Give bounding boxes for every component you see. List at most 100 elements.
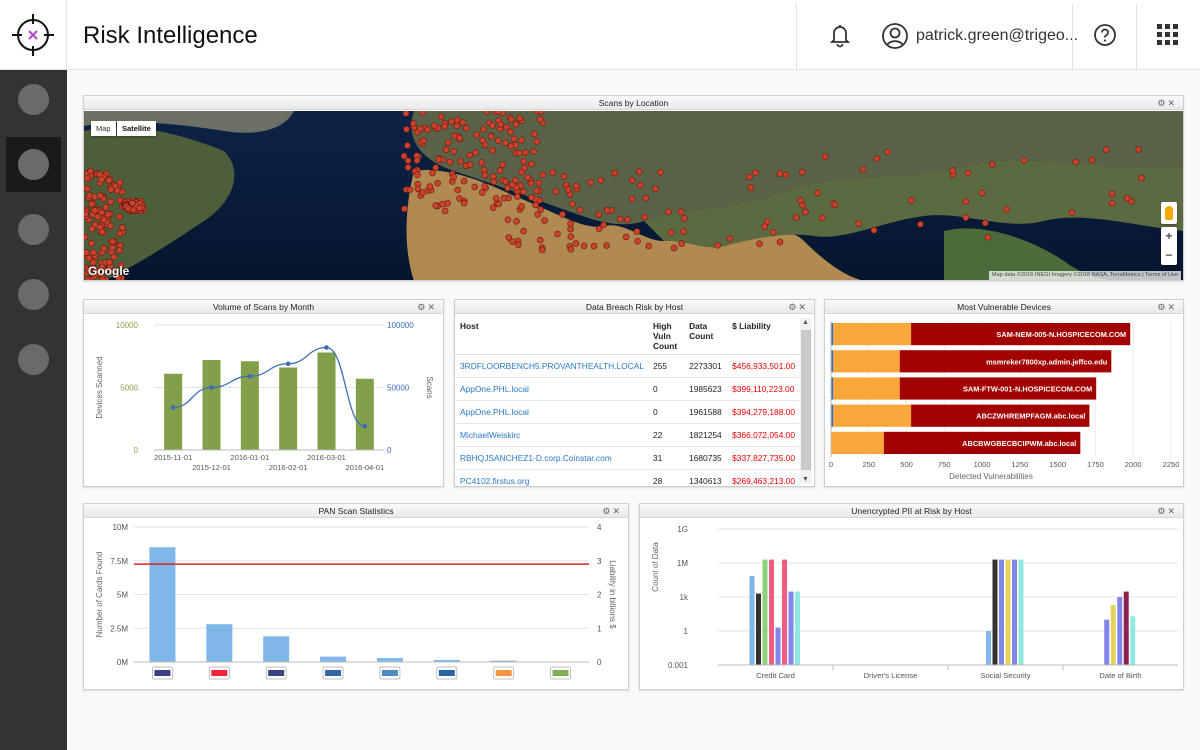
- scan-marker[interactable]: [855, 220, 862, 227]
- scan-marker[interactable]: [503, 123, 510, 131]
- scan-marker[interactable]: [106, 258, 113, 266]
- scan-marker[interactable]: [769, 229, 777, 236]
- bar[interactable]: [317, 352, 336, 451]
- scan-marker[interactable]: [645, 242, 653, 250]
- scan-marker[interactable]: [536, 236, 544, 244]
- scan-marker[interactable]: [532, 201, 539, 209]
- gear-close-icons[interactable]: ⚙✕: [417, 302, 437, 312]
- scan-marker[interactable]: [434, 179, 441, 187]
- gear-close-icons[interactable]: ⚙✕: [1157, 98, 1177, 108]
- scan-marker[interactable]: [908, 197, 915, 204]
- scan-marker[interactable]: [524, 174, 531, 181]
- scan-marker[interactable]: [528, 194, 535, 201]
- scan-marker[interactable]: [402, 111, 410, 117]
- scan-marker[interactable]: [105, 177, 113, 184]
- scan-marker[interactable]: [494, 111, 501, 115]
- scan-marker[interactable]: [595, 211, 603, 218]
- scan-marker[interactable]: [414, 185, 422, 193]
- scan-marker[interactable]: [489, 173, 497, 180]
- scan-marker[interactable]: [537, 206, 545, 213]
- bar[interactable]: [206, 624, 233, 662]
- scan-marker[interactable]: [460, 199, 468, 207]
- table-row[interactable]: AppOne.PHL.local 0 1985623 $399,110,223.00: [455, 377, 799, 401]
- scan-marker[interactable]: [573, 182, 580, 190]
- scan-marker[interactable]: [439, 200, 446, 208]
- scan-marker[interactable]: [678, 240, 685, 247]
- scan-marker[interactable]: [136, 204, 143, 212]
- scan-marker[interactable]: [100, 216, 108, 224]
- scan-marker[interactable]: [514, 193, 521, 200]
- scan-marker[interactable]: [962, 198, 970, 205]
- scan-marker[interactable]: [454, 186, 462, 194]
- map-type-satellite-button[interactable]: Satellite: [117, 121, 156, 136]
- scan-marker[interactable]: [507, 116, 515, 123]
- scan-marker[interactable]: [515, 149, 523, 157]
- scan-marker[interactable]: [107, 198, 115, 206]
- gear-close-icons[interactable]: ⚙✕: [602, 506, 622, 516]
- bar[interactable]: [1104, 619, 1110, 665]
- scan-marker[interactable]: [404, 142, 411, 149]
- scan-marker[interactable]: [964, 169, 972, 177]
- sidebar-item-2[interactable]: [6, 137, 61, 192]
- scan-marker[interactable]: [496, 167, 504, 174]
- cell-host[interactable]: PC4102.firstus.org: [455, 469, 648, 486]
- scan-marker[interactable]: [600, 221, 607, 229]
- line-point[interactable]: [247, 373, 253, 379]
- scan-marker[interactable]: [597, 177, 605, 184]
- bar[interactable]: [1018, 559, 1024, 665]
- scan-marker[interactable]: [84, 233, 89, 241]
- scan-marker[interactable]: [112, 268, 119, 275]
- scan-marker[interactable]: [456, 134, 464, 142]
- bar-segment[interactable]: [833, 323, 912, 346]
- scan-marker[interactable]: [567, 233, 575, 240]
- scan-marker[interactable]: [519, 188, 527, 195]
- scan-marker[interactable]: [108, 244, 116, 251]
- scan-marker[interactable]: [502, 178, 509, 185]
- street-view-pegman-icon[interactable]: [1161, 202, 1177, 224]
- bar[interactable]: [320, 656, 347, 662]
- scan-marker[interactable]: [478, 189, 486, 196]
- sidebar-item-3[interactable]: [6, 202, 61, 257]
- scan-marker[interactable]: [87, 167, 94, 175]
- user-email[interactable]: patrick.green@trigeo...: [916, 27, 1079, 44]
- bar-segment[interactable]: [883, 431, 1081, 454]
- scan-marker[interactable]: [89, 259, 97, 266]
- scan-marker[interactable]: [115, 274, 122, 281]
- scan-marker[interactable]: [747, 184, 755, 191]
- scan-marker[interactable]: [652, 185, 659, 192]
- bar[interactable]: [795, 591, 800, 665]
- scan-marker[interactable]: [507, 128, 514, 136]
- scan-marker[interactable]: [90, 249, 97, 256]
- scan-marker[interactable]: [533, 187, 541, 194]
- scan-marker[interactable]: [1072, 158, 1080, 166]
- scan-marker[interactable]: [94, 213, 102, 221]
- scan-marker[interactable]: [466, 151, 474, 159]
- scan-marker[interactable]: [472, 149, 479, 156]
- scan-marker[interactable]: [96, 192, 104, 199]
- bar[interactable]: [376, 657, 403, 662]
- bell-icon[interactable]: [826, 21, 854, 54]
- table-row[interactable]: RBHQJSANCHEZ1-D.corp.Coinstar.com 31 16807…: [455, 446, 799, 470]
- bar[interactable]: [355, 378, 374, 450]
- scan-marker[interactable]: [512, 121, 520, 128]
- bar[interactable]: [1130, 616, 1136, 665]
- scan-marker[interactable]: [478, 159, 485, 166]
- scan-marker[interactable]: [814, 189, 822, 197]
- table-row[interactable]: 3RDFLOORBENCH5.PROVANTHEALTH.LOCAL 255 227…: [455, 354, 799, 378]
- scan-marker[interactable]: [576, 206, 584, 214]
- scan-marker[interactable]: [518, 168, 525, 176]
- scan-marker[interactable]: [85, 255, 93, 262]
- bar[interactable]: [279, 367, 298, 451]
- scan-marker[interactable]: [567, 246, 575, 253]
- scan-marker[interactable]: [430, 122, 438, 129]
- sidebar-item-1[interactable]: [6, 72, 61, 127]
- scan-marker[interactable]: [873, 155, 881, 162]
- gear-close-icons[interactable]: ⚙✕: [1157, 302, 1177, 312]
- bar[interactable]: [263, 636, 290, 662]
- scan-marker[interactable]: [522, 149, 529, 156]
- bar[interactable]: [999, 559, 1004, 665]
- scan-marker[interactable]: [603, 207, 611, 214]
- bar-segment[interactable]: [831, 323, 834, 346]
- scan-marker[interactable]: [530, 130, 538, 138]
- scan-marker[interactable]: [1003, 206, 1011, 213]
